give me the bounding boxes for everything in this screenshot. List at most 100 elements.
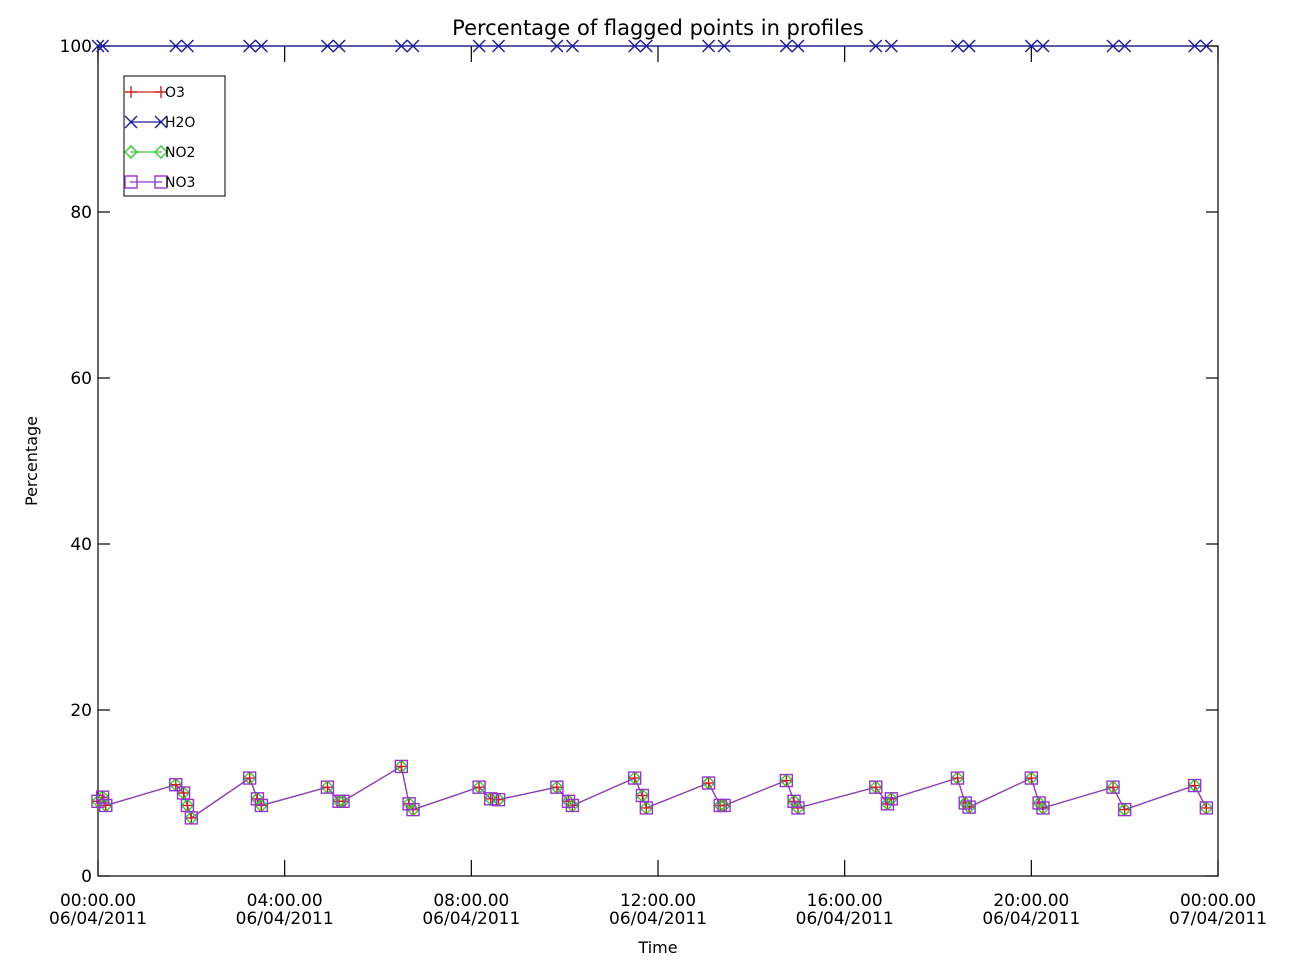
legend-marker-no3 xyxy=(154,175,168,189)
point-o3 xyxy=(640,801,653,814)
point-h2o xyxy=(962,39,976,53)
point-no3 xyxy=(99,798,113,813)
point-o3 xyxy=(99,799,112,812)
point-h2o xyxy=(91,39,105,53)
point-o3 xyxy=(177,787,190,799)
point-no3 xyxy=(242,771,257,785)
legend-marker-h2o xyxy=(124,115,138,129)
point-h2o xyxy=(950,39,964,53)
point-o3 xyxy=(1200,801,1213,814)
point-no3 xyxy=(491,792,506,807)
legend-marker-no2 xyxy=(154,145,168,159)
series-lines xyxy=(97,45,1207,819)
point-h2o xyxy=(565,39,579,53)
point-h2o xyxy=(243,39,257,53)
point-h2o xyxy=(320,39,334,53)
point-no3 xyxy=(958,796,972,810)
point-o3 xyxy=(395,760,408,773)
point-no3 xyxy=(336,794,350,808)
legend-label-o3: O3 xyxy=(165,85,185,101)
point-h2o xyxy=(254,39,268,53)
point-o3 xyxy=(628,772,641,785)
point-h2o xyxy=(406,39,420,53)
point-o3 xyxy=(169,778,182,791)
point-o3 xyxy=(636,789,649,802)
point-h2o xyxy=(1024,39,1038,53)
point-no3 xyxy=(962,800,976,814)
x-tick-label-date: 06/04/2011 xyxy=(49,909,147,929)
point-h2o xyxy=(717,39,731,53)
point-h2o xyxy=(472,39,486,53)
point-no3 xyxy=(950,771,965,785)
point-h2o xyxy=(180,39,194,53)
point-o3 xyxy=(484,792,497,805)
x-tick-label-time: 16:00.00 xyxy=(807,891,883,911)
x-tick-label-time: 00:00.00 xyxy=(60,891,136,911)
point-no3 xyxy=(394,759,409,774)
legend-box xyxy=(123,75,226,197)
point-o3 xyxy=(963,801,976,814)
point-no3 xyxy=(627,771,642,785)
legend-label-no3: NO3 xyxy=(165,175,195,191)
x-tick-label-time: 00:00.00 xyxy=(1180,891,1256,911)
point-no3 xyxy=(91,794,105,808)
x-tick-label-date: 06/04/2011 xyxy=(609,909,707,929)
y-tick-label: 80 xyxy=(70,203,92,223)
point-o3 xyxy=(951,772,964,785)
x-tick-label-time: 04:00.00 xyxy=(247,891,323,911)
point-no3 xyxy=(701,776,716,790)
point-h2o xyxy=(96,39,110,53)
point-h2o xyxy=(1036,39,1050,53)
x-axis-label: Time xyxy=(637,938,677,957)
point-h2o xyxy=(1199,39,1213,53)
y-tick-label: 100 xyxy=(60,37,92,57)
axis-ticks: 02040608010000:00.0006/04/201104:00.0006… xyxy=(49,37,1267,929)
chart-title: Percentage of flagged points in profiles xyxy=(452,16,864,40)
y-tick-label: 60 xyxy=(70,369,92,389)
point-no3 xyxy=(1024,771,1039,785)
point-no3 xyxy=(869,780,883,794)
point-o3 xyxy=(1118,803,1131,816)
point-h2o xyxy=(869,39,883,53)
point-no3 xyxy=(184,811,199,825)
point-no3 xyxy=(1106,780,1120,794)
point-o3 xyxy=(96,791,109,804)
point-no3 xyxy=(1187,778,1202,793)
point-no3 xyxy=(880,797,895,811)
point-o3 xyxy=(1188,779,1201,792)
point-o3 xyxy=(492,793,505,806)
legend-marker-o3 xyxy=(155,86,167,98)
x-tick-label-date: 06/04/2011 xyxy=(236,909,334,929)
legend: O3 H2O NO2 NO3 xyxy=(123,75,226,197)
point-no3 xyxy=(884,792,899,806)
point-no3 xyxy=(95,790,110,804)
legend-marker-h2o xyxy=(154,115,168,129)
plot-frame xyxy=(97,45,1219,877)
point-o3 xyxy=(337,795,349,808)
point-no3 xyxy=(639,801,654,815)
point-o3 xyxy=(181,799,194,812)
point-h2o xyxy=(394,39,408,53)
point-o3 xyxy=(1025,772,1038,785)
point-no3 xyxy=(484,792,498,806)
point-no3 xyxy=(565,798,580,813)
x-tick-label-date: 06/04/2011 xyxy=(422,909,520,929)
legend-marker-no2 xyxy=(124,145,138,159)
y-tick-label: 40 xyxy=(70,535,92,555)
point-no3 xyxy=(320,780,335,794)
y-tick-label: 20 xyxy=(70,701,92,721)
y-tick-label: 0 xyxy=(81,867,92,887)
point-h2o xyxy=(332,39,346,53)
point-no3 xyxy=(717,798,731,813)
point-no3 xyxy=(1032,796,1046,810)
point-o3 xyxy=(243,772,256,785)
point-o3 xyxy=(718,799,731,812)
y-axis-label: Percentage xyxy=(22,416,41,506)
point-o3 xyxy=(321,781,334,794)
point-h2o xyxy=(1188,39,1202,53)
point-no3 xyxy=(791,801,805,815)
series-markers xyxy=(91,39,1214,825)
point-h2o xyxy=(628,39,642,53)
point-o3 xyxy=(780,774,793,787)
point-no3 xyxy=(1117,802,1132,817)
